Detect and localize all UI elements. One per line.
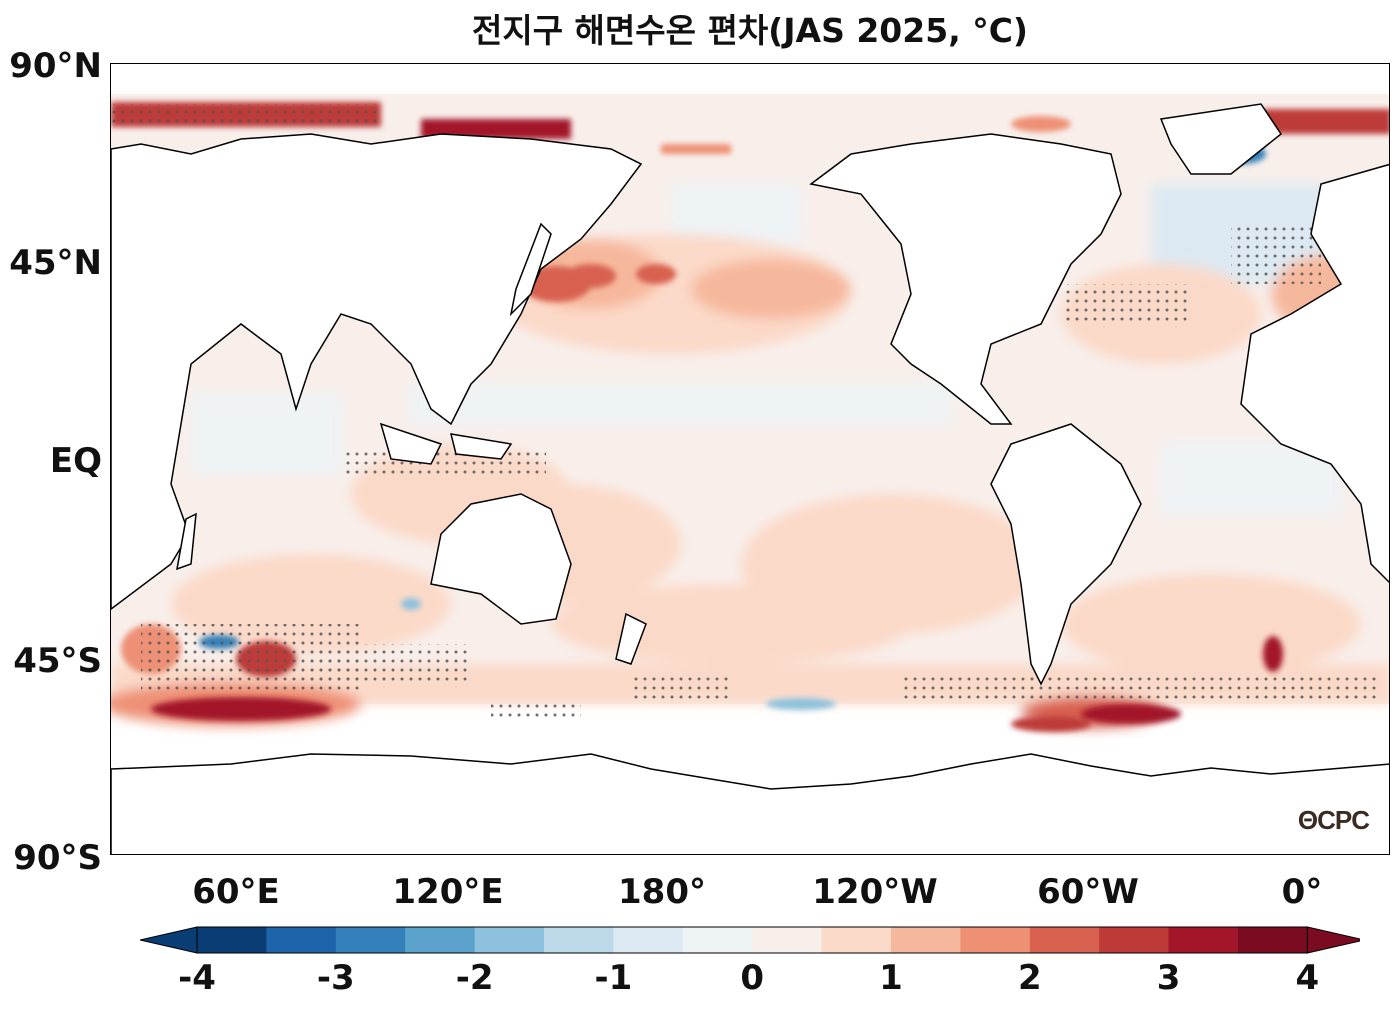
colorbar-tick-label: 0 bbox=[740, 958, 765, 998]
lat-label-90n: 90°N bbox=[9, 46, 102, 86]
colorbar bbox=[140, 926, 1360, 954]
colorbar-segment bbox=[1238, 927, 1308, 953]
lat-label-eq: EQ bbox=[49, 441, 102, 481]
colorbar-segment bbox=[613, 927, 684, 953]
colorbar-tick-label: -1 bbox=[594, 958, 633, 998]
colorbar-min-arrow bbox=[140, 926, 198, 954]
land-new-zealand bbox=[615, 612, 647, 665]
continents bbox=[111, 103, 1389, 854]
colorbar-tick-label: 1 bbox=[879, 958, 903, 998]
land-north-america bbox=[809, 133, 1122, 425]
land-south-america bbox=[990, 423, 1142, 686]
colorbar-segment bbox=[544, 927, 614, 953]
colorbar-segment bbox=[1099, 927, 1170, 953]
lon-label-120e: 120°E bbox=[392, 872, 504, 912]
colorbar-segment bbox=[266, 927, 337, 953]
colorbar-tick-label: -4 bbox=[178, 958, 216, 998]
land-greenland bbox=[1159, 103, 1283, 175]
lon-label-60w: 60°W bbox=[1037, 872, 1139, 912]
colorbar-segment bbox=[197, 927, 267, 953]
sst-anomaly-map: ΘCPC bbox=[110, 63, 1390, 855]
lat-label-45s: 45°S bbox=[13, 641, 102, 681]
lat-label-90s: 90°S bbox=[13, 838, 102, 878]
land-europe-africa-east bbox=[1240, 163, 1389, 584]
land-africa-asia bbox=[111, 133, 643, 610]
map-title: 전지구 해면수온 편차(JAS 2025, °C) bbox=[471, 11, 1029, 50]
colorbar-segment bbox=[821, 927, 892, 953]
lon-label-60e: 60°E bbox=[192, 872, 280, 912]
lon-label-180: 180° bbox=[618, 872, 706, 912]
colorbar-tick-label: 4 bbox=[1295, 958, 1320, 998]
colorbar-segment bbox=[1168, 927, 1239, 953]
land-indonesia bbox=[379, 422, 513, 465]
colorbar-segment bbox=[1029, 927, 1100, 953]
colorbar-tick-label: 3 bbox=[1156, 958, 1181, 998]
colorbar-segment bbox=[960, 927, 1031, 953]
lon-label-120w: 120°W bbox=[812, 872, 938, 912]
land-antarctica bbox=[111, 753, 1389, 854]
colorbar-segment bbox=[335, 927, 406, 953]
land-australia bbox=[430, 493, 572, 625]
colorbar-border bbox=[196, 926, 1308, 954]
significance-stippling bbox=[111, 104, 1381, 719]
colorbar-tick-label: -3 bbox=[316, 958, 355, 998]
lat-label-45n: 45°N bbox=[9, 243, 102, 283]
cpc-logo: ΘCPC bbox=[1297, 805, 1370, 835]
colorbar-tick-label: -2 bbox=[455, 958, 494, 998]
land-madagascar bbox=[176, 512, 197, 571]
colorbar-segment bbox=[752, 927, 823, 953]
colorbar-segment bbox=[891, 927, 961, 953]
land-japan bbox=[509, 222, 552, 317]
colorbar-segment bbox=[405, 927, 476, 953]
colorbar-tick-label: 2 bbox=[1017, 958, 1042, 998]
colorbar-max-arrow bbox=[1306, 926, 1360, 954]
colorbar-segment bbox=[682, 927, 753, 953]
lon-label-0: 0° bbox=[1281, 872, 1323, 912]
map-canvas bbox=[111, 94, 1389, 854]
colorbar-segment bbox=[474, 927, 545, 953]
